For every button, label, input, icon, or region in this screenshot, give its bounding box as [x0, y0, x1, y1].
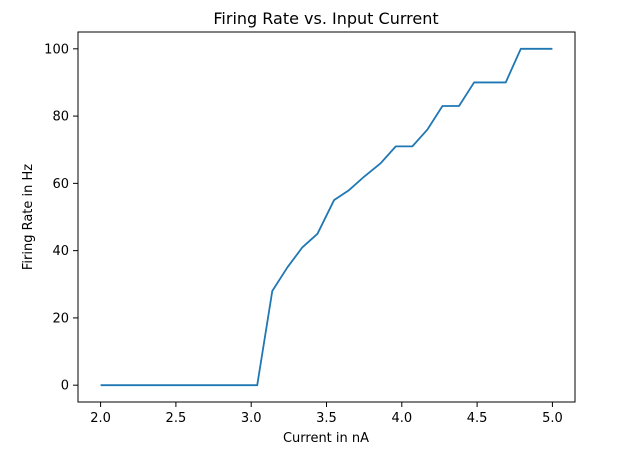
y-axis-ticks: 0 20 40 60 80 100: [44, 42, 78, 394]
y-tick-label: 0: [61, 379, 69, 394]
y-tick-label: 100: [44, 42, 69, 57]
x-axis-label: Current in nA: [283, 431, 369, 446]
y-axis-label: Firing Rate in Hz: [21, 164, 36, 270]
x-tick-label: 2.0: [90, 411, 111, 426]
plot-area: [77, 31, 576, 403]
chart-title: Firing Rate vs. Input Current: [213, 9, 438, 28]
series-line-0: [100, 47, 553, 387]
x-tick-label: 4.5: [467, 411, 488, 426]
x-tick-label: 2.5: [166, 411, 187, 426]
y-tick-label: 80: [52, 110, 69, 125]
x-tick-label: 3.5: [316, 411, 337, 426]
y-tick-label: 20: [52, 311, 69, 326]
x-tick-label: 5.0: [542, 411, 563, 426]
y-tick-label: 60: [52, 177, 69, 192]
x-tick-label: 3.0: [241, 411, 262, 426]
y-tick-label: 40: [52, 244, 69, 259]
x-axis-ticks: 2.0 2.5 3.0 3.5 4.0 4.5 5.0: [90, 402, 563, 426]
x-tick-label: 4.0: [391, 411, 412, 426]
